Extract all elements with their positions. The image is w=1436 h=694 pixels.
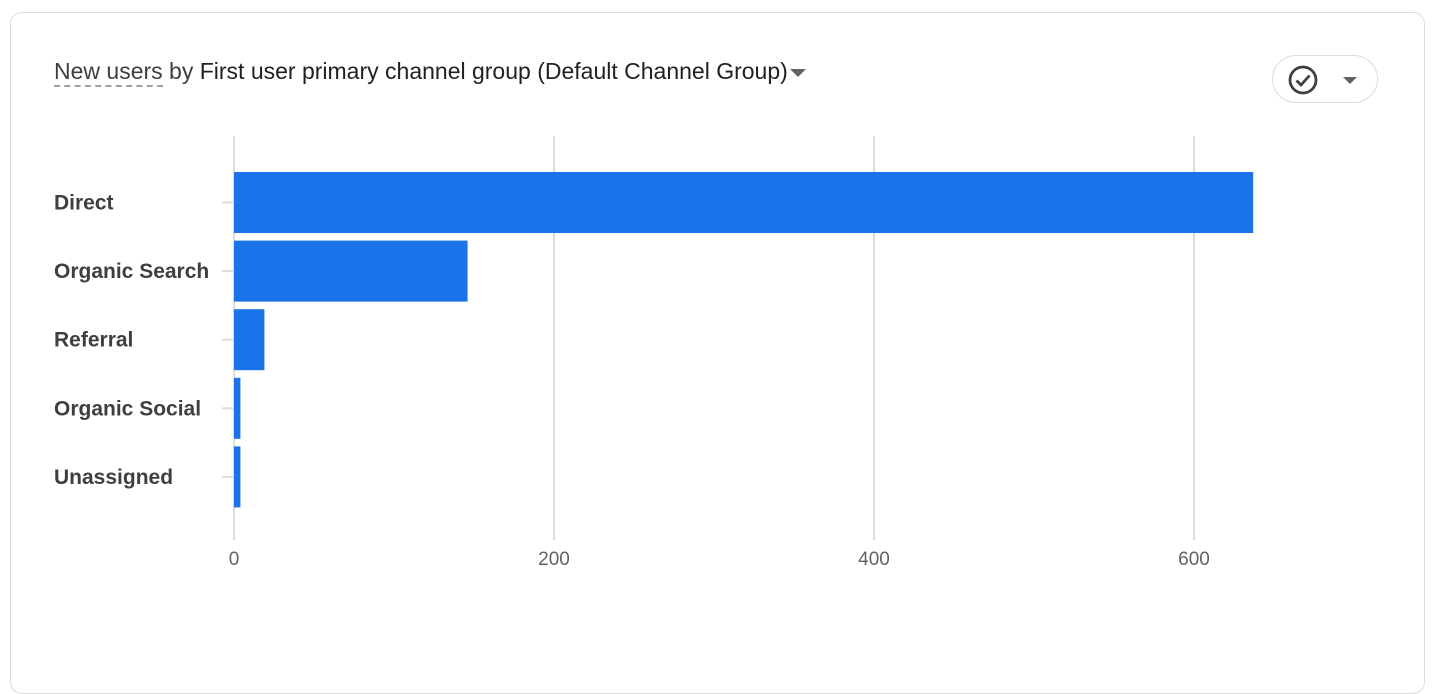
bar-chart: 0 200 400 600 Direct Organic Search Referral Or…	[54, 136, 1254, 570]
compare-button[interactable]	[1272, 55, 1378, 103]
dimension-selector[interactable]: First user primary channel group (Defaul…	[200, 58, 806, 84]
category-label: Organic Social	[54, 397, 201, 420]
category-label: Referral	[54, 329, 133, 352]
x-tick-label: 200	[538, 549, 570, 570]
metric-selector[interactable]: New users	[54, 58, 163, 87]
x-tick-label: 400	[858, 549, 890, 570]
category-label: Direct	[54, 192, 114, 215]
category-label: Organic Search	[54, 260, 209, 283]
dimension-label: First user primary channel group (Defaul…	[199, 58, 788, 84]
category-label: Unassigned	[54, 466, 173, 489]
caret-down-icon	[789, 68, 806, 77]
check-circle-icon	[1288, 65, 1318, 95]
bar-unassigned[interactable]	[234, 446, 241, 508]
x-tick-label: 600	[1178, 549, 1210, 570]
title-by: by	[169, 58, 194, 84]
chart-title: New users by First user primary channel …	[54, 58, 806, 87]
bar-referral[interactable]	[234, 309, 265, 371]
bar-direct[interactable]	[234, 172, 1254, 233]
caret-down-icon	[1343, 77, 1357, 84]
bar-organic-social[interactable]	[234, 377, 241, 439]
bar-organic-search[interactable]	[234, 240, 468, 302]
x-tick-label: 0	[229, 549, 240, 570]
